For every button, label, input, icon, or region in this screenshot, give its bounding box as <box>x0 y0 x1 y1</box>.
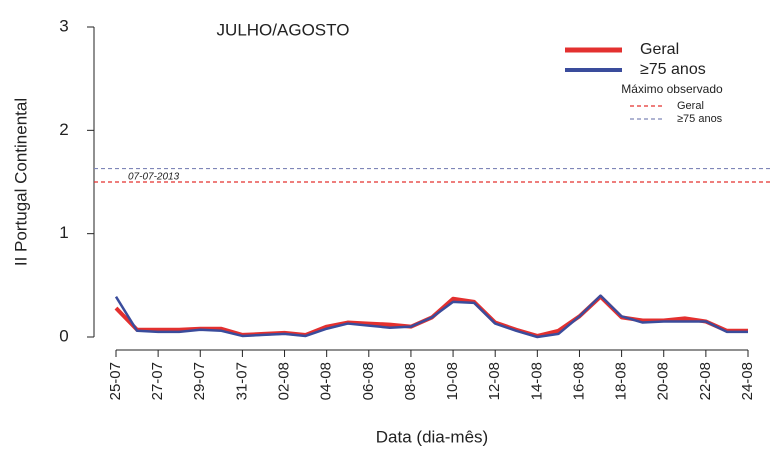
x-tick-label: 08-08 <box>402 362 419 400</box>
x-tick-label: 16-08 <box>570 362 587 400</box>
legend-label: Geral <box>640 41 679 58</box>
x-tick-label: 24-08 <box>739 362 756 400</box>
x-tick-label: 12-08 <box>486 362 503 400</box>
chart-title: JULHO/AGOSTO <box>217 20 350 39</box>
annotation: 07-07-2013 <box>128 172 180 183</box>
y-tick-label: 1 <box>59 223 68 242</box>
x-tick-label: 06-08 <box>360 362 377 400</box>
x-tick-label: 02-08 <box>276 362 293 400</box>
y-axis-label: II Portugal Continental <box>11 98 30 266</box>
legend-label: ≥75 anos <box>677 113 723 125</box>
x-tick-label: 18-08 <box>613 362 630 400</box>
x-tick-label: 31-07 <box>233 362 250 400</box>
x-tick-label: 29-07 <box>191 362 208 400</box>
y-tick-label: 2 <box>59 120 68 139</box>
y-tick-label: 0 <box>59 326 68 345</box>
x-tick-label: 22-08 <box>697 362 714 400</box>
x-axis-label: Data (dia-mês) <box>376 427 488 446</box>
x-tick-label: 25-07 <box>107 362 124 400</box>
y-tick-label: 3 <box>59 16 68 35</box>
legend-title: Máximo observado <box>621 82 723 96</box>
series-line <box>114 294 748 339</box>
x-tick-label: 27-07 <box>149 362 166 400</box>
legend-label: Geral <box>677 100 704 112</box>
x-tick-label: 10-08 <box>444 362 461 400</box>
x-tick-label: 20-08 <box>655 362 672 400</box>
legend-label: ≥75 anos <box>640 61 706 78</box>
x-tick-label: 14-08 <box>528 362 545 400</box>
x-tick-label: 04-08 <box>318 362 335 400</box>
